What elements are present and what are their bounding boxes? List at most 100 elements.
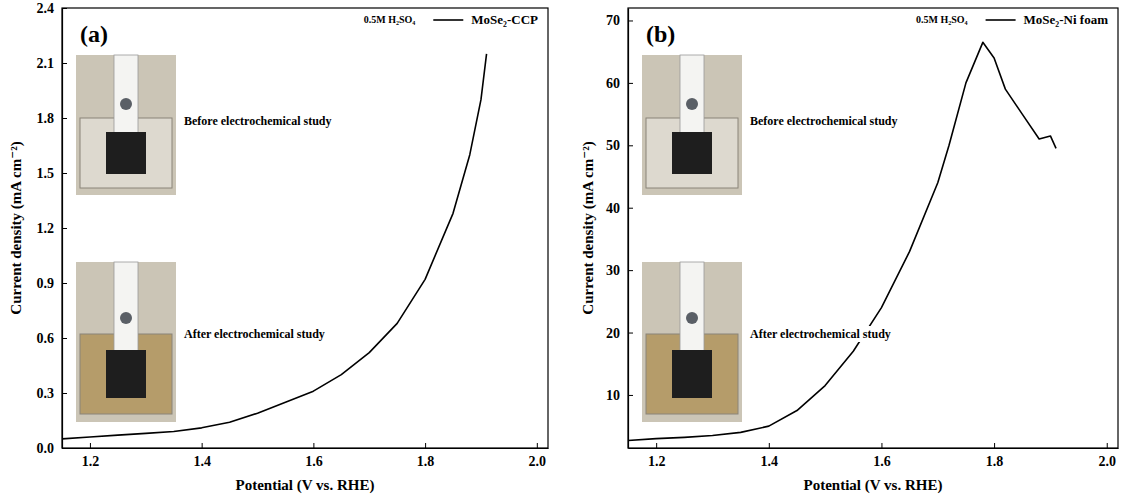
caption: Before electrochemical study (182, 113, 334, 129)
y-tick-label: 50 (606, 138, 620, 153)
y-tick-mark (62, 338, 67, 339)
inset-caption: After electrochemical study (750, 327, 891, 341)
legend-swatch (986, 19, 1016, 21)
y-tick: 40 (606, 201, 633, 216)
y-tick: 70 (606, 13, 633, 28)
photo-background (642, 55, 742, 195)
photo-background (76, 262, 176, 422)
caption-background (182, 326, 327, 342)
panel-letter: (b) (646, 21, 675, 47)
caption: After electrochemical study (748, 326, 893, 342)
y-tick: 20 (606, 326, 633, 341)
y-tick: 50 (606, 138, 633, 153)
x-tick-mark (202, 443, 203, 448)
y-tick-label: 0.3 (37, 386, 55, 401)
y-tick-label: 10 (606, 388, 620, 403)
y-tick-mark (628, 20, 633, 21)
y-tick-mark (628, 208, 633, 209)
x-tick-label: 1.4 (193, 454, 211, 469)
x-tick-label: 1.4 (761, 454, 779, 469)
legend-swatch (433, 19, 463, 21)
plot-frame (628, 8, 1118, 448)
y-tick-mark (62, 283, 67, 284)
legend: MoSe₂-Ni foam (986, 12, 1109, 27)
legend-label: MoSe₂-CCP (471, 12, 538, 27)
y-tick: 30 (606, 263, 633, 278)
photo-holder (680, 55, 704, 139)
x-tick: 1.2 (648, 443, 666, 469)
y-tick-mark (62, 63, 67, 64)
y-tick: 2.4 (37, 1, 68, 16)
caption: After electrochemical study (182, 326, 327, 342)
chart-svg: 1.21.41.61.82.00.00.30.60.91.21.51.82.12… (0, 0, 1137, 499)
inset-photo-before (642, 55, 742, 195)
y-tick-mark (628, 395, 633, 396)
photo-clip (686, 312, 698, 324)
y-tick-mark (62, 8, 67, 9)
x-tick: 1.6 (873, 443, 891, 469)
y-tick: 0.3 (37, 386, 68, 401)
photo-background (76, 55, 176, 195)
x-axis-line (629, 448, 1119, 449)
y-tick-mark (628, 83, 633, 84)
plot-area (62, 54, 487, 439)
x-axis: 1.2 1.4 1.6 1.8 2.0 (629, 443, 1119, 469)
x-tick: 1.8 (986, 443, 1004, 469)
y-tick: 60 (606, 76, 633, 91)
x-tick-mark (425, 443, 426, 448)
inset-caption: Before electrochemical study (750, 114, 898, 128)
inset-photo-after (76, 262, 176, 422)
caption: Before electrochemical study (748, 113, 900, 129)
x-tick-mark (769, 443, 770, 448)
panel: 1.21.41.61.82.00.00.30.60.91.21.51.82.12… (8, 1, 549, 494)
x-tick: 1.4 (761, 443, 779, 469)
x-tick-mark (881, 443, 882, 448)
y-tick: 1.2 (37, 221, 68, 236)
inset-photo-before (76, 55, 176, 195)
x-tick: 2.0 (529, 443, 547, 469)
y-tick-label: 2.4 (37, 1, 55, 16)
plot-area (628, 42, 1056, 440)
y-tick-label: 0.9 (37, 276, 55, 291)
x-tick-mark (656, 443, 657, 448)
y-axis: 10 20 30 40 50 60 70 (606, 9, 633, 449)
y-tick-mark (628, 333, 633, 334)
photo-holder (114, 262, 138, 358)
x-tick-mark (90, 443, 91, 448)
photo-clip (120, 98, 132, 110)
x-tick-label: 2.0 (1098, 454, 1116, 469)
inset-caption: After electrochemical study (184, 327, 325, 341)
y-tick: 0.9 (37, 276, 68, 291)
x-tick-label: 1.2 (82, 454, 100, 469)
x-tick-label: 1.6 (305, 454, 323, 469)
x-tick-label: 1.6 (873, 454, 891, 469)
y-tick-label: 0.0 (37, 441, 55, 456)
x-axis: 1.2 1.4 1.6 1.8 2.0 (63, 443, 549, 469)
y-axis-line (628, 9, 629, 449)
x-tick-label: 2.0 (529, 454, 547, 469)
caption-background (748, 326, 893, 342)
y-tick-label: 40 (606, 201, 620, 216)
y-tick: 0.6 (37, 331, 68, 346)
x-tick-mark (537, 443, 538, 448)
data-line (628, 42, 1056, 440)
caption-background (748, 113, 900, 129)
electrolyte-label: 0.5M H₂SO₄ (916, 14, 968, 25)
photo-electrode (672, 132, 712, 174)
photo-clip (686, 98, 698, 110)
x-axis-title: Potential (V vs. RHE) (236, 477, 375, 494)
photo-electrode (106, 132, 146, 174)
photo-electrode (106, 350, 146, 398)
x-tick: 1.4 (193, 443, 211, 469)
y-tick: 10 (606, 388, 633, 403)
y-tick-mark (62, 173, 67, 174)
legend: MoSe₂-CCP (433, 12, 538, 27)
photo-holder (114, 55, 138, 139)
inset-caption: Before electrochemical study (184, 114, 332, 128)
x-tick-mark (313, 443, 314, 448)
x-tick-label: 1.8 (417, 454, 435, 469)
electrolyte-label: 0.5M H₂SO₄ (364, 14, 416, 25)
y-tick: 1.5 (37, 166, 68, 181)
y-tick-label: 0.6 (37, 331, 55, 346)
x-axis-title: Potential (V vs. RHE) (804, 477, 943, 494)
